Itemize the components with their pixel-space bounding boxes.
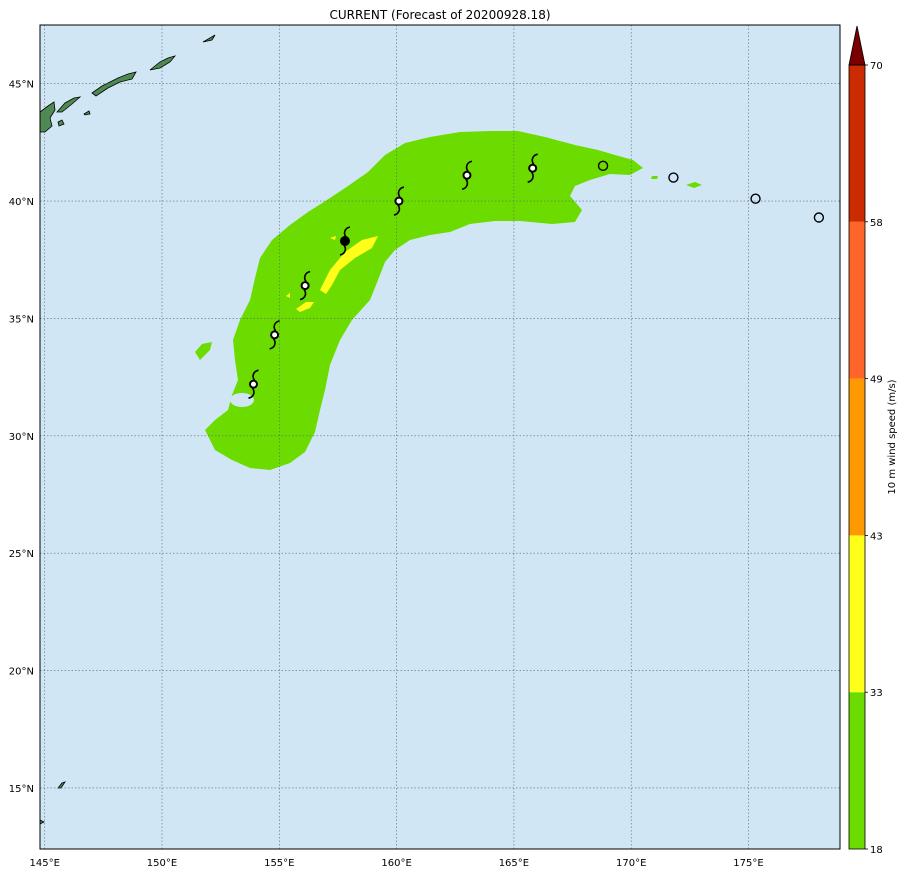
colorbar-segment — [849, 692, 865, 849]
colorbar-segment — [849, 535, 865, 693]
longitude-tick-label: 150°E — [147, 858, 177, 869]
wind-swath-green-fragment — [195, 342, 212, 360]
latitude-tick-label: 25°N — [9, 549, 34, 560]
island-kuril — [57, 119, 65, 127]
storm-track — [248, 153, 825, 399]
tropical-storm-icon — [269, 320, 280, 350]
colorbar-label: 10 m wind speed (m/s) — [887, 379, 898, 494]
longitude-tick-label: 165°E — [499, 858, 529, 869]
wind-swath-yellow — [320, 236, 378, 294]
colorbar-tick-label: 18 — [870, 845, 883, 856]
extratropical-point-icon — [813, 212, 825, 223]
island-kuril — [149, 55, 177, 71]
tropical-storm-icon — [248, 369, 259, 399]
extratropical-point-icon — [750, 193, 761, 204]
tropical-storm-icon — [527, 153, 538, 183]
island-marianas — [57, 781, 66, 789]
figure-title: CURRENT (Forecast of 20200928.18) — [329, 8, 551, 22]
latitude-tick-label: 15°N — [9, 784, 34, 795]
tropical-storm-icon — [461, 160, 473, 191]
colorbar-tick-label: 49 — [870, 375, 883, 386]
wind-swath-green-fragment — [686, 182, 702, 188]
swath-gap — [230, 393, 254, 407]
island-japan-hokkaido — [39, 101, 56, 133]
island-kuril — [56, 96, 82, 113]
tropical-storm-icon — [393, 186, 405, 216]
longitude-tick-label: 155°E — [264, 858, 294, 869]
island-kuril — [91, 71, 137, 97]
colorbar-tick-label: 70 — [870, 61, 883, 72]
longitude-tick-labels: 145°E 150°E 155°E 160°E 165°E 170°E 175°E — [29, 858, 763, 869]
colorbar-tick-label: 43 — [870, 531, 883, 542]
wind-swath-green-fragment — [651, 176, 658, 179]
latitude-tick-label: 35°N — [9, 314, 34, 325]
longitude-tick-label: 160°E — [381, 858, 411, 869]
island-kuril — [83, 110, 91, 116]
map-frame — [39, 24, 841, 850]
colorbar-extend-arrow — [848, 25, 866, 66]
wind-swath-yellow-fragment — [296, 302, 314, 312]
current-storm-icon — [339, 226, 351, 256]
wind-swath-yellow-fragment — [286, 293, 290, 298]
longitude-tick-label: 145°E — [29, 858, 59, 869]
wind-swath-yellow-fragment — [330, 236, 336, 240]
latitude-tick-label: 45°N — [9, 80, 34, 91]
longitude-tick-label: 170°E — [616, 858, 646, 869]
tropical-storm-icon — [299, 270, 311, 301]
latitude-tick-label: 20°N — [9, 667, 34, 678]
colorbar-frame — [848, 64, 866, 850]
colorbar-tick-label: 33 — [870, 688, 883, 699]
land-masses — [39, 34, 216, 825]
colorbar-segment — [849, 221, 865, 379]
island-kuril — [202, 34, 216, 43]
colorbar-segment — [849, 378, 865, 536]
colorbar-segment — [849, 65, 865, 222]
wind-swath-green — [205, 131, 643, 470]
extratropical-point-icon — [597, 160, 609, 172]
colorbar-tick-label: 58 — [870, 218, 883, 229]
graticule — [40, 25, 840, 849]
colorbar: 18 33 43 49 58 70 — [848, 25, 883, 856]
latitude-tick-label: 30°N — [9, 432, 34, 443]
latitude-tick-labels: 45°N 40°N 35°N 30°N 25°N 20°N 15°N — [9, 80, 34, 795]
latitude-tick-label: 40°N — [9, 197, 34, 208]
extratropical-point-icon — [668, 172, 679, 183]
longitude-tick-label: 175°E — [733, 858, 763, 869]
